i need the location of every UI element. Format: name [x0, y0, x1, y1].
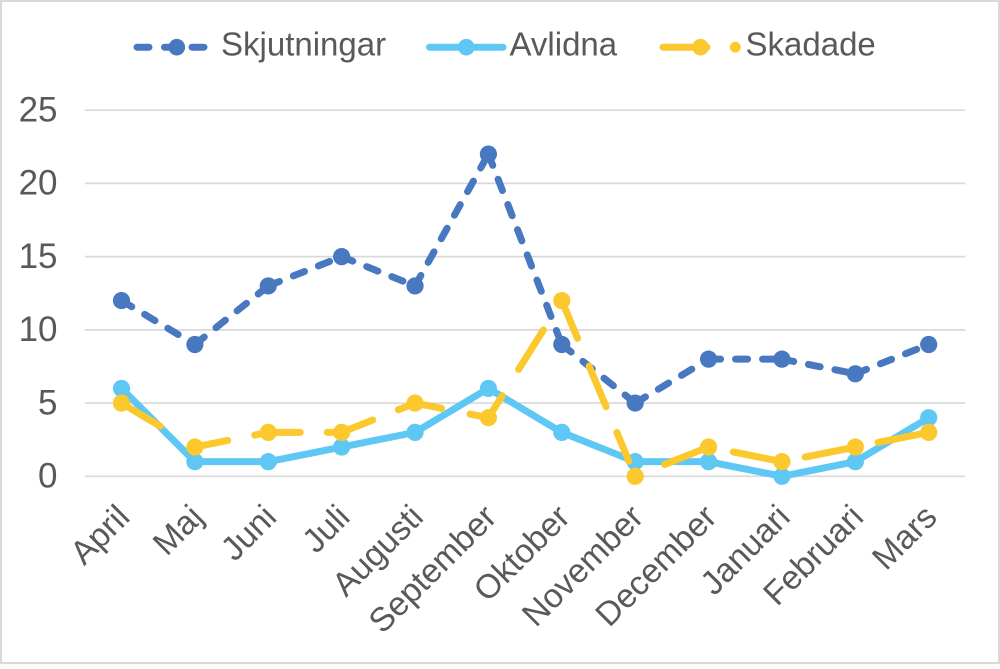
svg-text:25: 25: [19, 90, 58, 129]
svg-text:Skjutningar: Skjutningar: [221, 26, 386, 63]
svg-text:15: 15: [19, 237, 58, 276]
svg-text:Skadade: Skadade: [746, 26, 876, 63]
svg-text:10: 10: [19, 310, 58, 349]
svg-text:20: 20: [19, 164, 58, 203]
svg-text:Avlidna: Avlidna: [510, 26, 618, 63]
svg-text:0: 0: [38, 457, 57, 496]
svg-text:5: 5: [38, 383, 57, 422]
